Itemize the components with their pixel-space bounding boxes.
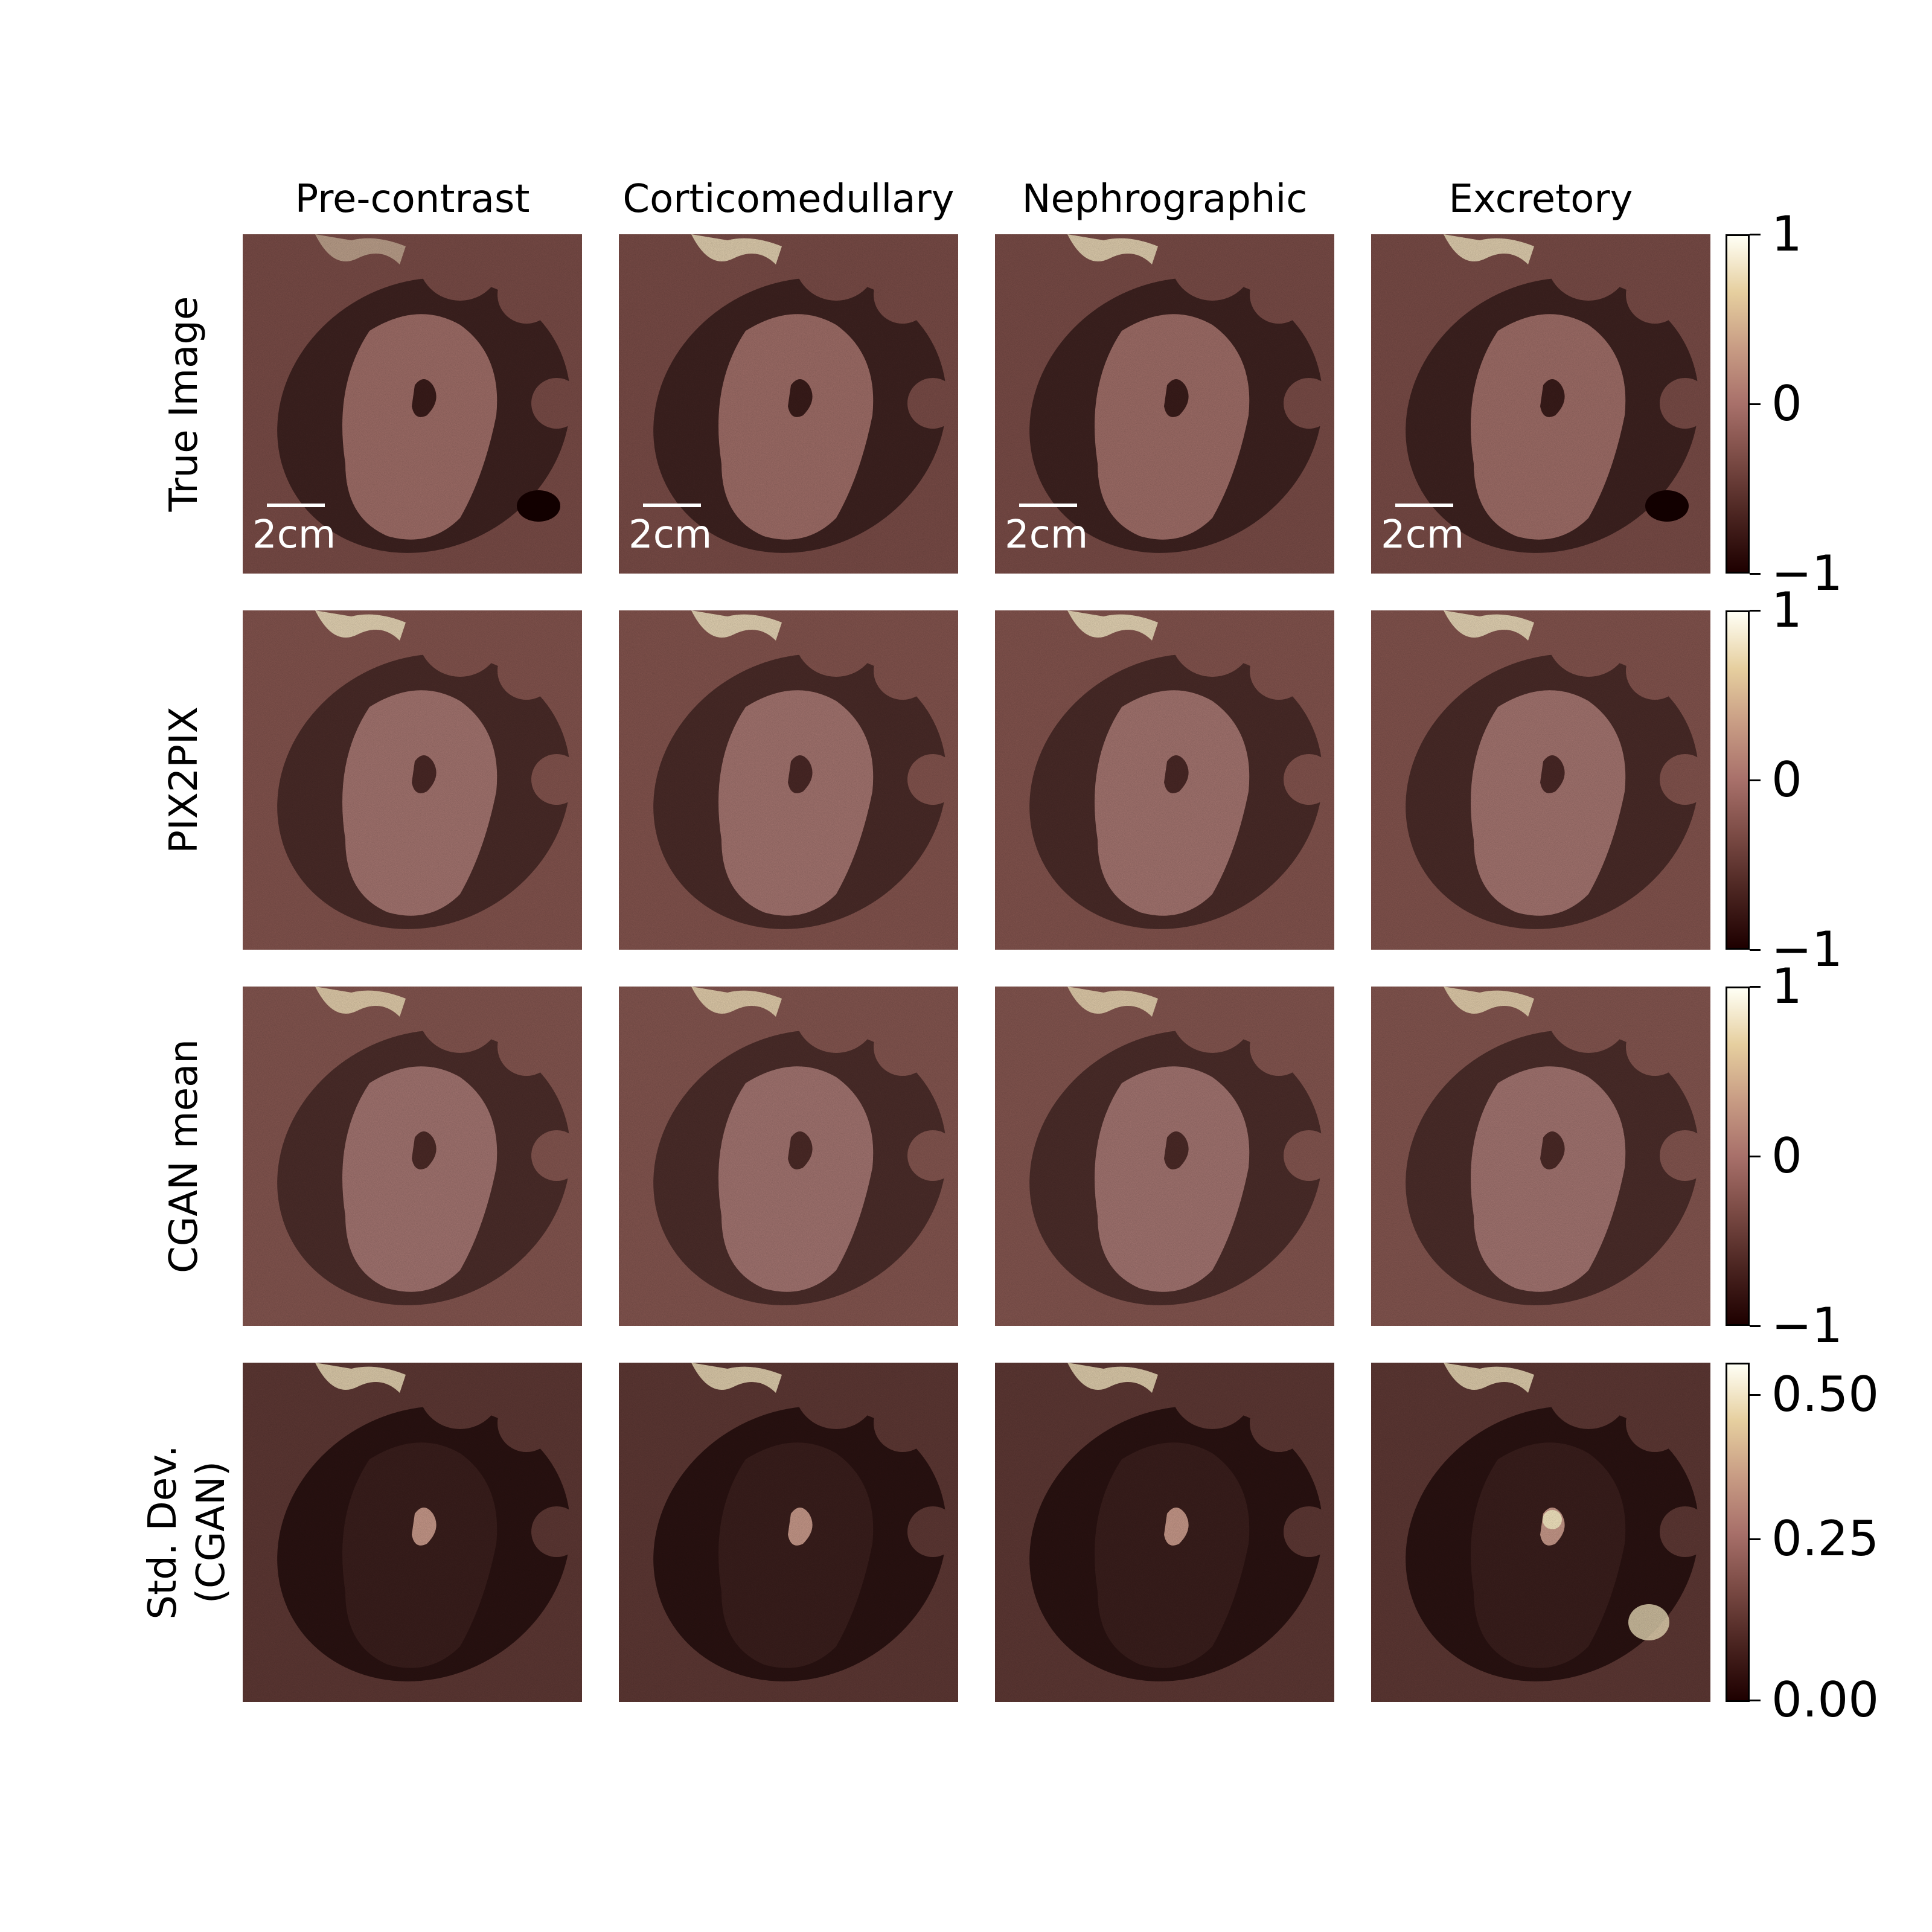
colorbar	[1726, 987, 1750, 1326]
noise-texture	[995, 987, 1334, 1326]
ct-scan-image	[1371, 1363, 1710, 1702]
ct-scan-image	[619, 1363, 958, 1702]
colorbar	[1726, 610, 1750, 950]
image-panel	[243, 1363, 582, 1702]
ct-scan-image	[1371, 610, 1710, 950]
noise-texture	[995, 610, 1334, 950]
scale-bar	[1019, 504, 1077, 507]
colorbar-tick-label: 0.50	[1771, 1367, 1879, 1422]
image-panel	[243, 610, 582, 950]
noise-texture	[619, 1363, 958, 1702]
noise-texture	[1371, 987, 1710, 1326]
ct-scan-image	[243, 987, 582, 1326]
colorbar-tick	[1750, 1700, 1761, 1701]
row-title-std-dev: Std. Dev. (CGAN)	[139, 1363, 235, 1702]
ct-scan-image	[243, 1363, 582, 1702]
ct-scan-image	[995, 1363, 1334, 1702]
image-panel: 2cm	[243, 234, 582, 574]
column-title-nephrographic: Nephrographic	[995, 175, 1334, 223]
ct-scan-image	[619, 987, 958, 1326]
colorbar-tick-label: 0.00	[1771, 1673, 1879, 1727]
noise-texture	[1371, 1363, 1710, 1702]
colorbar-tick-label: 1	[1771, 959, 1802, 1014]
noise-texture	[243, 610, 582, 950]
row-title-true-image: True Image	[160, 234, 214, 574]
row-title-pix2pix: PIX2PIX	[160, 610, 214, 950]
colorbar-tick	[1750, 234, 1761, 235]
colorbar-tick-label: 1	[1771, 207, 1802, 261]
colorbar-tick	[1750, 1394, 1761, 1396]
row-title-cgan-mean: CGAN mean	[160, 987, 214, 1326]
image-panel	[995, 1363, 1334, 1702]
image-panel	[1371, 1363, 1710, 1702]
scale-bar	[267, 504, 325, 507]
scale-bar-label: 2cm	[629, 513, 712, 557]
colorbar-tick	[1750, 1325, 1761, 1327]
colorbar-tick-label: 0	[1771, 1129, 1802, 1183]
scale-bar-label: 2cm	[1381, 513, 1464, 557]
colorbar-tick-label: 0	[1771, 753, 1802, 807]
image-panel	[619, 610, 958, 950]
ct-scan-image	[619, 610, 958, 950]
column-title-pre-contrast: Pre-contrast	[243, 175, 582, 223]
colorbar-tick	[1750, 986, 1761, 988]
image-panel: 2cm	[1371, 234, 1710, 574]
image-panel	[1371, 987, 1710, 1326]
colorbar-tick-label: 0	[1771, 377, 1802, 431]
colorbar-tick-label: −1	[1771, 1299, 1843, 1353]
image-panel	[243, 987, 582, 1326]
ct-scan-image	[1371, 987, 1710, 1326]
noise-texture	[619, 610, 958, 950]
ct-scan-image	[243, 610, 582, 950]
ct-scan-image	[995, 987, 1334, 1326]
image-panel: 2cm	[995, 234, 1334, 574]
ct-scan-image	[995, 610, 1334, 950]
column-title-excretory: Excretory	[1371, 175, 1710, 223]
colorbar-tick-label: 0.25	[1771, 1512, 1879, 1566]
image-panel	[995, 987, 1334, 1326]
scale-bar	[1395, 504, 1453, 507]
scale-bar-label: 2cm	[1005, 513, 1088, 557]
colorbar-tick	[1750, 573, 1761, 575]
scale-bar	[643, 504, 701, 507]
colorbar-tick	[1750, 779, 1761, 781]
column-title-corticomedullary: Corticomedullary	[619, 175, 958, 223]
noise-texture	[995, 1363, 1334, 1702]
colorbar-tick	[1750, 1538, 1761, 1540]
image-panel: 2cm	[619, 234, 958, 574]
colorbar-tick-label: 1	[1771, 583, 1802, 638]
noise-texture	[243, 1363, 582, 1702]
colorbar	[1726, 234, 1750, 574]
image-panel	[619, 987, 958, 1326]
noise-texture	[243, 987, 582, 1326]
colorbar	[1726, 1363, 1750, 1702]
noise-texture	[1371, 610, 1710, 950]
colorbar-tick	[1750, 403, 1761, 405]
colorbar-tick	[1750, 949, 1761, 951]
image-panel	[1371, 610, 1710, 950]
noise-texture	[619, 987, 958, 1326]
image-panel	[619, 1363, 958, 1702]
colorbar-tick	[1750, 610, 1761, 612]
image-panel	[995, 610, 1334, 950]
scale-bar-label: 2cm	[252, 513, 336, 557]
colorbar-tick	[1750, 1156, 1761, 1157]
